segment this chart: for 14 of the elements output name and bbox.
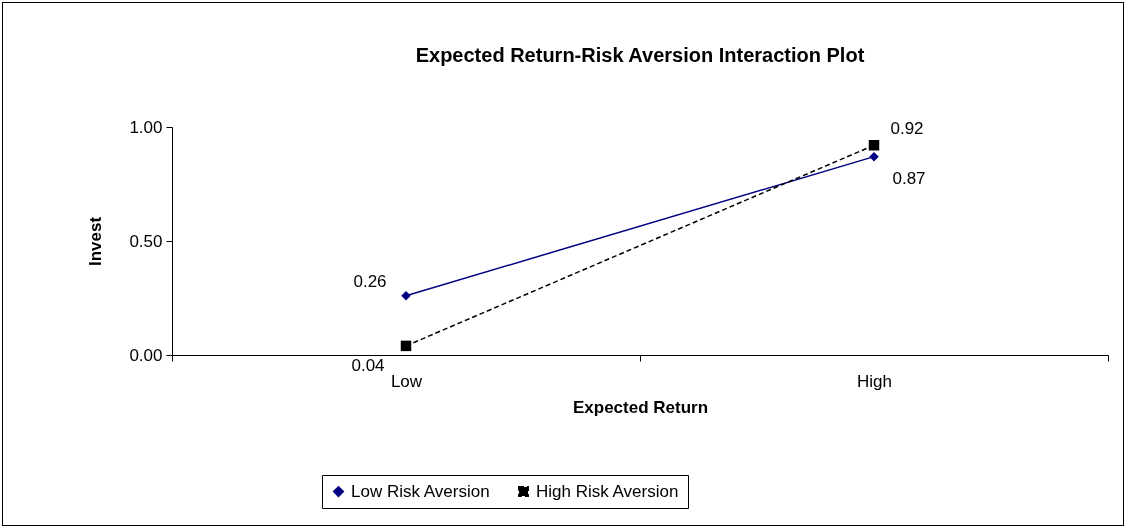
- data-label: 0.04: [351, 355, 385, 375]
- y-axis-title: Invest: [86, 216, 106, 267]
- y-tick-label: 1.00: [129, 117, 163, 137]
- x-axis-title: Expected Return: [572, 397, 709, 417]
- x-tick-label: High: [857, 371, 892, 391]
- chart-title: Expected Return-Risk Aversion Interaction Plot: [415, 44, 865, 66]
- legend-label: High Risk Aversion: [536, 481, 679, 501]
- legend-label: Low Risk Aversion: [351, 481, 490, 501]
- data-label: 0.26: [353, 271, 387, 291]
- y-tick-label: 0.50: [129, 231, 163, 251]
- data-label: 0.92: [890, 119, 924, 139]
- y-tick-label: 0.00: [129, 345, 163, 365]
- x-tick-label: Low: [390, 371, 423, 391]
- data-label: 0.87: [892, 168, 926, 188]
